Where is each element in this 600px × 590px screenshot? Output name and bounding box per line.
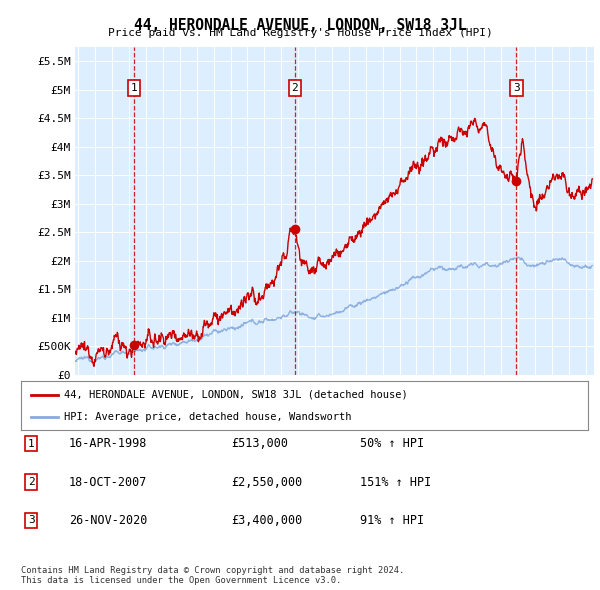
Text: HPI: Average price, detached house, Wandsworth: HPI: Average price, detached house, Wand… <box>64 412 351 422</box>
Text: 16-APR-1998: 16-APR-1998 <box>69 437 148 450</box>
Text: 2: 2 <box>28 477 35 487</box>
Text: 151% ↑ HPI: 151% ↑ HPI <box>360 476 431 489</box>
Text: £3,400,000: £3,400,000 <box>231 514 302 527</box>
Text: 2: 2 <box>292 83 298 93</box>
Text: £2,550,000: £2,550,000 <box>231 476 302 489</box>
Text: 26-NOV-2020: 26-NOV-2020 <box>69 514 148 527</box>
Text: 1: 1 <box>28 439 35 448</box>
Text: 3: 3 <box>513 83 520 93</box>
Text: 50% ↑ HPI: 50% ↑ HPI <box>360 437 424 450</box>
Text: 18-OCT-2007: 18-OCT-2007 <box>69 476 148 489</box>
Text: Contains HM Land Registry data © Crown copyright and database right 2024.
This d: Contains HM Land Registry data © Crown c… <box>21 566 404 585</box>
Text: 91% ↑ HPI: 91% ↑ HPI <box>360 514 424 527</box>
Text: 44, HERONDALE AVENUE, LONDON, SW18 3JL: 44, HERONDALE AVENUE, LONDON, SW18 3JL <box>134 18 466 32</box>
Text: £513,000: £513,000 <box>231 437 288 450</box>
Text: 44, HERONDALE AVENUE, LONDON, SW18 3JL (detached house): 44, HERONDALE AVENUE, LONDON, SW18 3JL (… <box>64 389 407 399</box>
Text: Price paid vs. HM Land Registry's House Price Index (HPI): Price paid vs. HM Land Registry's House … <box>107 28 493 38</box>
Text: 1: 1 <box>131 83 137 93</box>
Text: 3: 3 <box>28 516 35 525</box>
